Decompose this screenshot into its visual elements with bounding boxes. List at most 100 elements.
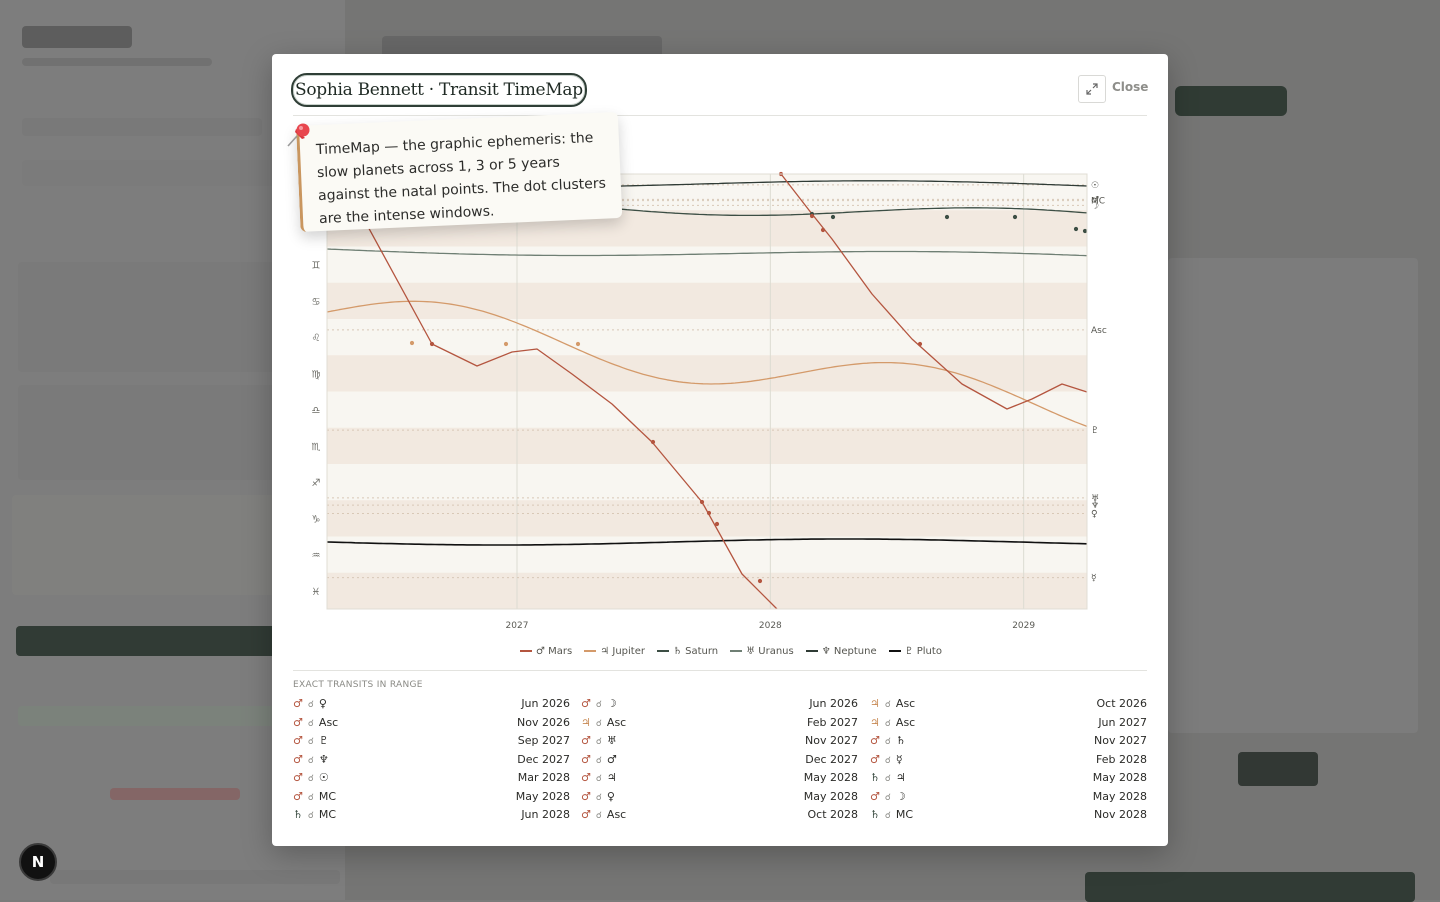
transit-planet: ♂ [293, 734, 303, 747]
exact-transit-row: ♃ ☌ Asc Feb 2027 [581, 716, 858, 734]
transit-planet: ♃ [581, 715, 591, 729]
conjunction-icon: ☌ [307, 700, 314, 710]
legend-item: ♄ Saturn [656, 644, 718, 658]
natal-point: Asc [606, 715, 627, 729]
transit-date: May 2028 [1092, 789, 1147, 803]
exact-transit-row: ♂ ☌ ♂ Dec 2027 [581, 753, 858, 771]
sign-band [327, 427, 1087, 464]
transit-dot [944, 214, 950, 220]
natal-point: Asc [895, 715, 916, 729]
legend-label: ♇ Pluto [904, 645, 942, 657]
bg-dark-pill [1175, 86, 1287, 116]
natal-label: MC [1091, 197, 1105, 207]
expand-icon [1086, 83, 1098, 95]
transit-planet: ♂ [581, 734, 591, 747]
series-line-uranus [326, 248, 1088, 257]
transit-planet: ♂ [293, 771, 303, 784]
sign-label: ♒ [312, 551, 321, 562]
transit-dot [650, 439, 656, 445]
exact-transit-row: ♂ ☌ ♅ Nov 2027 [581, 734, 858, 752]
series-line-mars [341, 178, 778, 610]
conjunction-icon: ☌ [595, 718, 602, 729]
legend-swatch [656, 650, 669, 652]
section-divider [293, 670, 1147, 671]
natal-point: ♆ [318, 752, 329, 766]
legend-label: ♅ Uranus [746, 645, 794, 657]
conjunction-icon: ☌ [884, 700, 891, 710]
exact-transit-row: ♂ ☌ ♃ May 2028 [581, 771, 858, 789]
transit-planet: ♂ [870, 789, 880, 803]
exact-transit-row: ♂ ☌ ♄ Nov 2027 [870, 734, 1147, 752]
transit-date: Feb 2028 [1096, 752, 1147, 766]
header-divider [293, 115, 1147, 116]
legend-item: ♃ Jupiter [584, 644, 645, 658]
bg-brand [22, 26, 132, 48]
transit-date: May 2028 [515, 789, 570, 803]
bg-sub [22, 58, 212, 66]
next-dev-badge[interactable]: N [19, 843, 57, 881]
sign-label: ♋ [312, 297, 321, 308]
exact-transit-row: ♂ ☌ ♀ May 2028 [581, 790, 858, 808]
transit-planet: ♂ [293, 789, 303, 803]
conjunction-icon: ☌ [884, 737, 891, 747]
natal-label: ♆ [1091, 501, 1099, 511]
sign-band [327, 355, 1087, 392]
natal-point: ☽ [606, 697, 617, 710]
legend-label: ♂ Mars [536, 645, 573, 657]
legend-swatch [520, 650, 532, 652]
natal-point: Asc [318, 715, 339, 729]
transit-planet: ♂ [293, 752, 303, 766]
natal-point: Asc [606, 808, 627, 821]
natal-point: ☉ [318, 771, 329, 784]
exact-transit-row: ♂ ☌ ☿ Feb 2028 [870, 753, 1147, 771]
legend-item: ♂ Mars [520, 644, 572, 658]
natal-point: ♇ [318, 734, 329, 747]
conjunction-icon: ☌ [307, 811, 314, 821]
transit-dot [1082, 228, 1088, 234]
bg-panel [1168, 258, 1418, 733]
transit-dot [429, 341, 435, 347]
transit-dot [917, 341, 923, 347]
exact-transits-title: EXACT TRANSITS IN RANGE [293, 680, 423, 690]
exact-transit-row: ♄ ☌ ♃ May 2028 [870, 771, 1147, 789]
conjunction-icon: ☌ [884, 718, 891, 729]
transit-date: Oct 2028 [807, 808, 858, 821]
natal-point: MC [318, 808, 337, 821]
transit-dot [809, 213, 815, 219]
transit-dot [820, 227, 826, 233]
legend-swatch [888, 650, 901, 652]
transit-date: May 2028 [803, 771, 858, 784]
sign-band [327, 391, 1087, 428]
conjunction-icon: ☌ [595, 811, 602, 821]
transit-planet: ♂ [293, 697, 303, 710]
plot-border [326, 173, 1088, 610]
transit-planet: ♂ [293, 715, 303, 729]
legend-item: ♅ Uranus [730, 644, 794, 658]
legend-swatch [584, 650, 597, 652]
sign-band [327, 319, 1087, 356]
pushpin-icon [287, 123, 310, 147]
transit-date: Nov 2027 [805, 734, 858, 747]
exact-transit-row: ♂ ☌ ♆ Dec 2027 [293, 753, 570, 771]
transit-date: Dec 2027 [805, 752, 858, 766]
exact-transit-row: ♃ ☌ Asc Jun 2027 [870, 716, 1147, 734]
transit-dot [699, 499, 705, 505]
close-button[interactable]: Close [1112, 80, 1149, 94]
exact-transit-row: ♂ ☌ ♇ Sep 2027 [293, 734, 570, 752]
natal-label: ☿ [1091, 574, 1097, 584]
legend-item: ♆ Neptune [805, 644, 877, 658]
sign-label: ♏ [312, 442, 321, 453]
conjunction-icon: ☌ [884, 792, 891, 803]
transit-planet: ♂ [581, 752, 591, 766]
expand-button[interactable] [1078, 75, 1106, 103]
timemap-chart: 2027 2028 2029 ♊ ♋ ♌ ♍ ♎ ♏ ♐ ♑ ♒ ♓ ☉ ♂MC☽ Asc ♇ ♅♆♀ ☿ [312, 171, 1107, 631]
bg-dark-bar [1085, 872, 1415, 902]
transit-date: Jun 2026 [809, 697, 858, 710]
natal-point: ♂ [606, 752, 617, 766]
bg-row [22, 118, 262, 136]
transit-date: May 2028 [1092, 771, 1147, 784]
exact-transit-row: ♂ ☌ ☽ May 2028 [870, 790, 1147, 808]
transit-planet: ♄ [870, 808, 880, 821]
sign-label: ♌ [312, 333, 321, 344]
sign-band [327, 464, 1087, 501]
